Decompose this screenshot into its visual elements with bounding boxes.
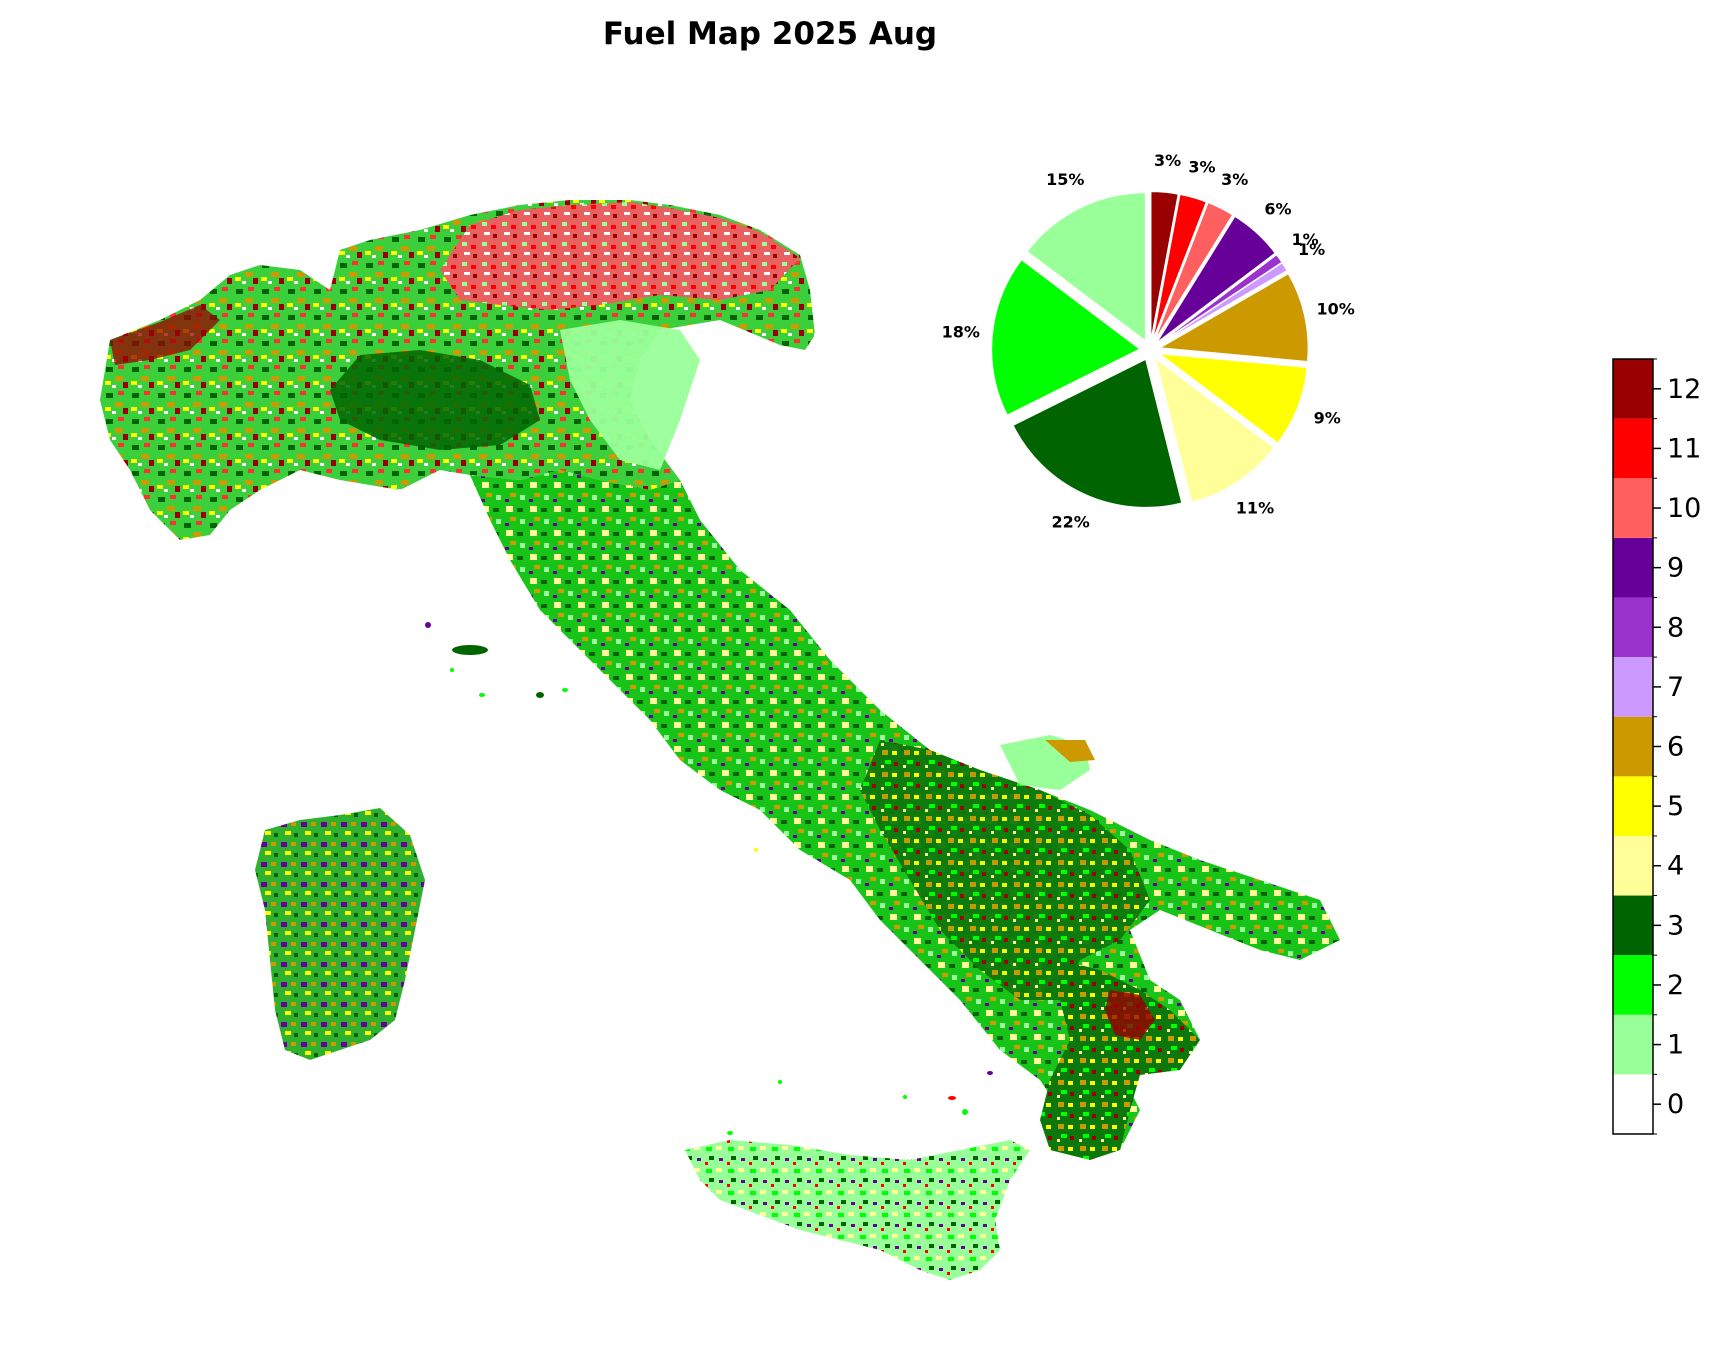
colorbar-swatch-10 bbox=[1613, 478, 1653, 538]
map-region-alps bbox=[440, 202, 800, 310]
pie-slice-class-7 bbox=[1158, 262, 1288, 345]
pie-slice-class-5 bbox=[1157, 353, 1308, 444]
pie-label-class-1: 15% bbox=[1046, 170, 1084, 189]
map-island-elba bbox=[452, 645, 488, 655]
colorbar-tick-label-10: 10 bbox=[1667, 493, 1701, 524]
map-region-veneto bbox=[560, 320, 700, 470]
pie-label-class-11: 3% bbox=[1188, 157, 1215, 176]
map-title: Fuel Map 2025 Aug bbox=[602, 16, 938, 52]
colorbar-swatch-4 bbox=[1613, 835, 1653, 896]
pie-slice-class-4 bbox=[1154, 357, 1275, 503]
map-region-sardinia bbox=[255, 808, 425, 1060]
fuel-class-pie-chart: 15%18%22%11%9%10%1%1%6%3%3%3% bbox=[942, 151, 1355, 532]
map-island-small-6 bbox=[754, 848, 758, 852]
colorbar-tick-label-8: 8 bbox=[1667, 612, 1684, 643]
pie-slice-class-11 bbox=[1152, 193, 1207, 341]
pie-slice-class-10 bbox=[1154, 202, 1234, 341]
map-island-small-11 bbox=[778, 1080, 782, 1084]
colorbar-swatch-1 bbox=[1613, 1014, 1653, 1075]
colorbar-swatch-0 bbox=[1613, 1074, 1653, 1134]
colorbar-frame bbox=[1612, 358, 1654, 1135]
pie-slice-class-9 bbox=[1156, 215, 1276, 343]
pie-label-class-7: 1% bbox=[1298, 240, 1325, 259]
colorbar-tick-label-3: 3 bbox=[1667, 910, 1684, 941]
pie-label-class-3: 22% bbox=[1051, 513, 1089, 532]
pie-slice-class-1 bbox=[1026, 192, 1146, 342]
pie-label-class-9: 6% bbox=[1264, 200, 1291, 219]
pie-label-class-6: 10% bbox=[1316, 299, 1354, 318]
colorbar-tick-label-2: 2 bbox=[1667, 970, 1684, 1001]
colorbar-swatch-11 bbox=[1613, 418, 1653, 479]
fuel-map bbox=[100, 200, 1340, 1280]
colorbar-tick-label-0: 0 bbox=[1667, 1089, 1684, 1120]
map-region-gargano-tip bbox=[1045, 740, 1095, 762]
map-island-small-4 bbox=[536, 692, 544, 698]
colorbar-tick-label-7: 7 bbox=[1667, 672, 1684, 703]
colorbar-tick-label-9: 9 bbox=[1667, 553, 1684, 584]
pie-slice-class-3 bbox=[1012, 358, 1183, 508]
colorbar-swatch-8 bbox=[1613, 597, 1653, 658]
map-region-south bbox=[860, 740, 1150, 1000]
colorbar-tick-label-5: 5 bbox=[1667, 791, 1684, 822]
colorbar-swatch-12 bbox=[1613, 359, 1653, 419]
colorbar-swatch-3 bbox=[1613, 895, 1653, 956]
map-island-small-2 bbox=[450, 668, 454, 672]
map-island-small-10 bbox=[903, 1095, 907, 1099]
pie-slice-class-2 bbox=[991, 259, 1141, 416]
colorbar-tick-label-6: 6 bbox=[1667, 732, 1684, 763]
pie-label-class-8: 1% bbox=[1291, 230, 1318, 249]
map-island-small-8 bbox=[948, 1096, 956, 1100]
colorbar-swatch-9 bbox=[1613, 537, 1653, 598]
map-region-calabria bbox=[1040, 960, 1200, 1160]
pie-slice-class-12 bbox=[1150, 191, 1179, 340]
colorbar-swatch-5 bbox=[1613, 776, 1653, 836]
map-island-small-12 bbox=[727, 1131, 733, 1135]
pie-label-class-10: 3% bbox=[1221, 170, 1248, 189]
colorbar-tick-label-12: 12 bbox=[1667, 374, 1701, 405]
pie-label-class-4: 11% bbox=[1236, 498, 1274, 517]
pie-slice-class-8 bbox=[1158, 254, 1283, 345]
colorbar-swatch-6 bbox=[1613, 716, 1653, 777]
pie-slice-class-6 bbox=[1158, 273, 1309, 362]
colorbar-swatch-2 bbox=[1613, 955, 1653, 1015]
map-region-sila bbox=[1105, 990, 1155, 1040]
colorbar-tick-label-1: 1 bbox=[1667, 1030, 1684, 1061]
map-island-small-5 bbox=[562, 688, 568, 692]
map-island-small-7 bbox=[987, 1071, 993, 1075]
map-region-po-valley bbox=[330, 350, 540, 450]
map-region-west-alps bbox=[110, 305, 220, 365]
map-island-small-3 bbox=[479, 693, 485, 697]
colorbar-tick-label-11: 11 bbox=[1667, 433, 1701, 464]
map-island-small-1 bbox=[425, 622, 431, 628]
pie-label-class-5: 9% bbox=[1314, 409, 1341, 428]
colorbar-tick-label-4: 4 bbox=[1667, 851, 1684, 882]
pie-label-class-12: 3% bbox=[1154, 151, 1181, 170]
colorbar-swatch-7 bbox=[1613, 657, 1653, 717]
map-island-small-9 bbox=[962, 1109, 968, 1115]
map-region-sicily bbox=[685, 1140, 1030, 1280]
pie-label-class-2: 18% bbox=[942, 322, 980, 341]
